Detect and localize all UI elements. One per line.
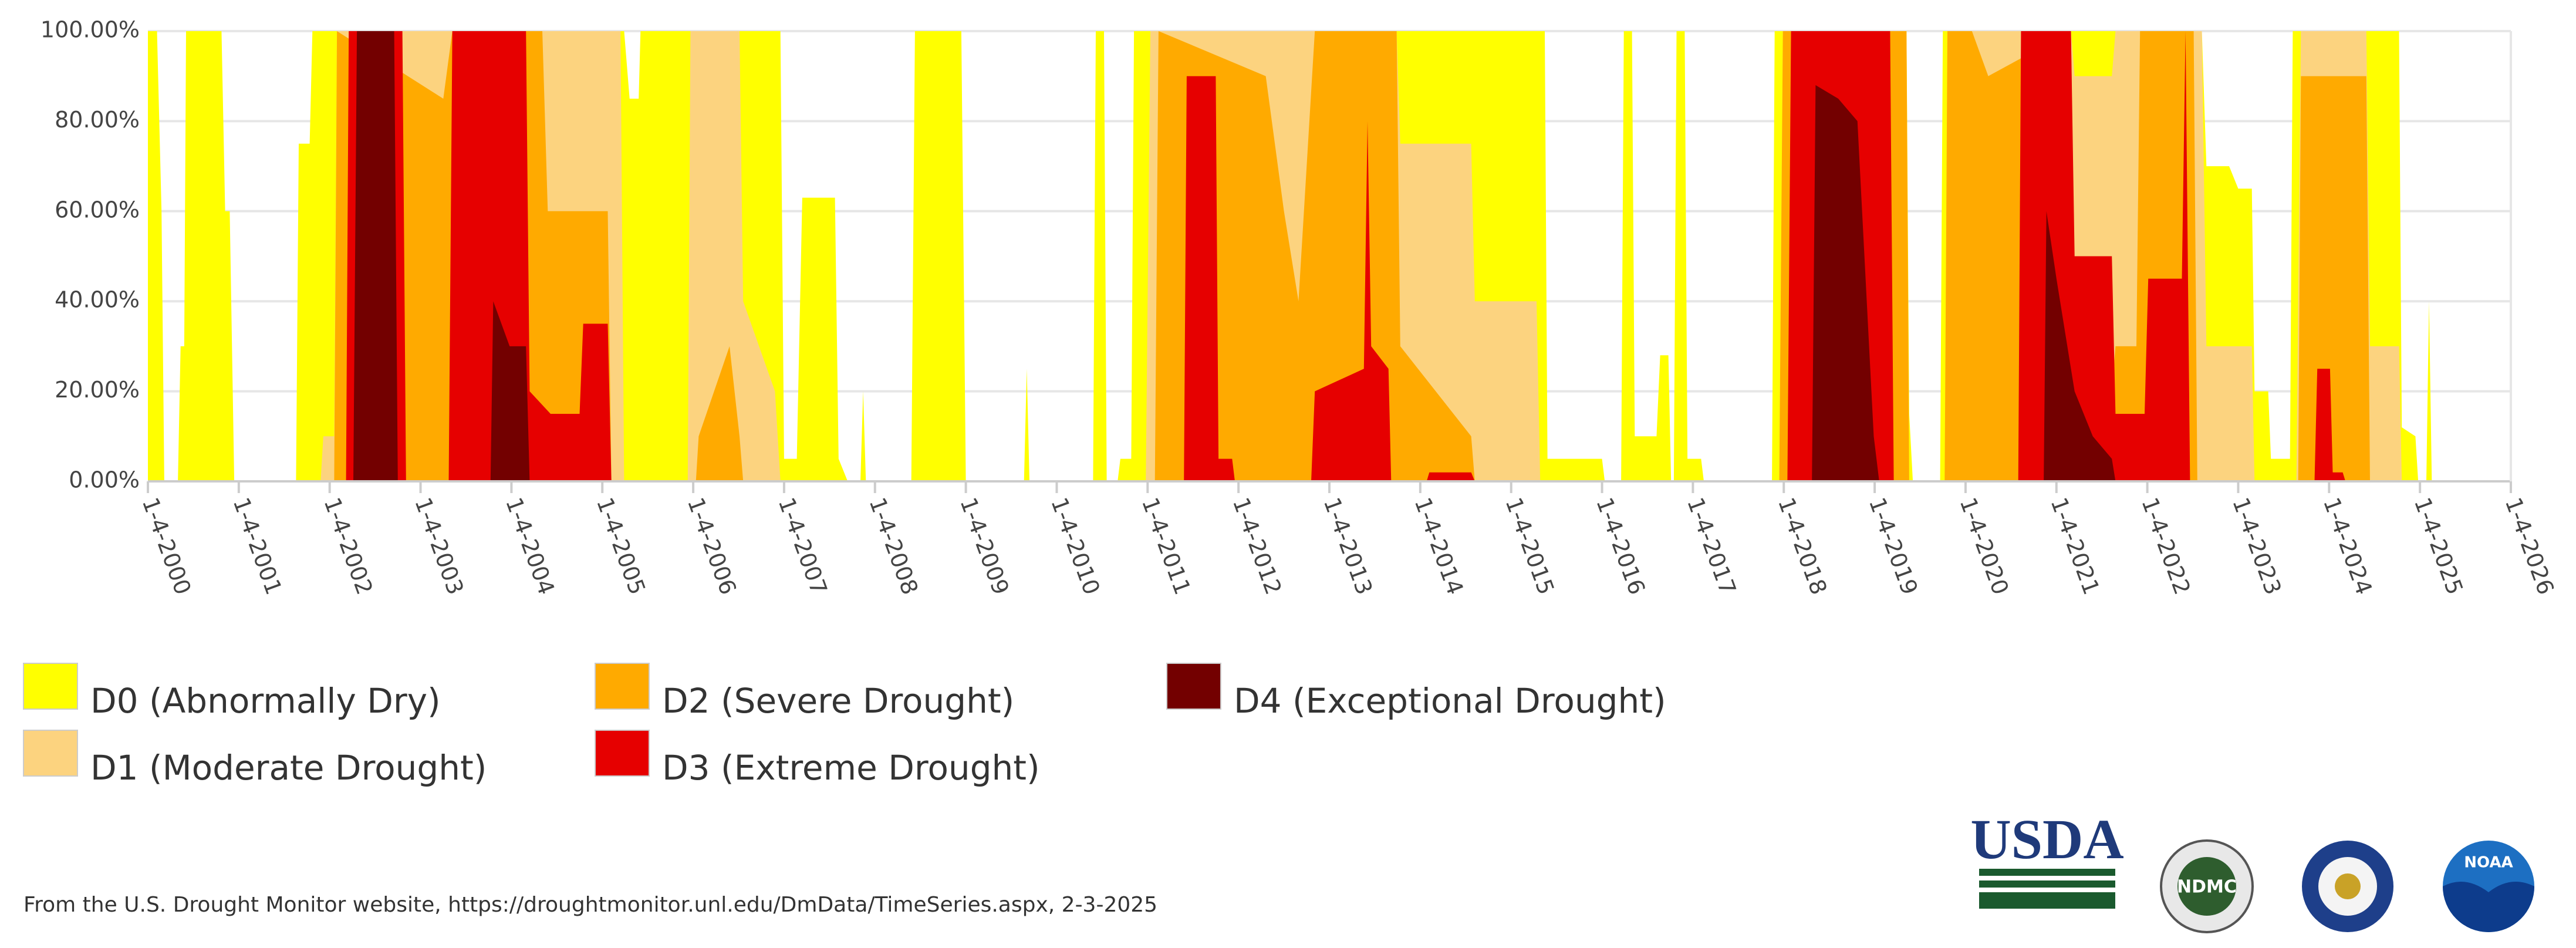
y-tick-label: 40.00% (55, 287, 140, 313)
x-tick-label: 1-4-2004 (501, 494, 559, 598)
usda-stripe (1979, 892, 2115, 909)
x-tick-label: 1-4-2020 (1955, 494, 2014, 598)
x-tick-label: 1-4-2014 (1410, 494, 1468, 598)
x-tick-label: 1-4-2010 (1046, 494, 1105, 598)
x-tick-label: 1-4-2000 (137, 494, 196, 598)
x-tick-label: 1-4-2008 (864, 494, 923, 598)
x-tick-label: 1-4-2025 (2409, 494, 2468, 598)
x-tick-label: 1-4-2016 (1591, 494, 1650, 598)
x-tick-label: 1-4-2011 (1137, 494, 1196, 598)
x-tick-label: 1-4-2012 (1228, 494, 1287, 598)
x-tick-label: 1-4-2021 (2045, 494, 2104, 598)
legend-swatch (595, 730, 650, 777)
x-tick-label: 1-4-2013 (1319, 494, 1378, 598)
ndmc-logo: NDMC (2177, 877, 2237, 898)
legend-swatch (23, 663, 78, 710)
x-tick-label: 1-4-2007 (774, 494, 832, 598)
legend-swatch (23, 730, 78, 777)
x-tick-label: 1-4-2003 (410, 494, 468, 598)
y-tick-label: 100.00% (40, 17, 140, 43)
x-tick-label: 1-4-2019 (1864, 494, 1923, 598)
legend-label: D1 (Moderate Drought) (90, 748, 487, 788)
x-tick-label: 1-4-2009 (955, 494, 1014, 598)
ndmc-center (2177, 857, 2236, 916)
legend-label: D0 (Abnormally Dry) (90, 681, 441, 721)
x-tick-label: 1-4-2005 (592, 494, 650, 598)
x-tick-label: 1-4-2001 (228, 494, 287, 598)
usda-stripe (1979, 869, 2115, 876)
legend-label: D4 (Exceptional Drought) (1234, 681, 1666, 721)
y-tick-label: 60.00% (55, 197, 140, 222)
noaa-wave (2443, 882, 2534, 932)
x-tick-label: 1-4-2017 (1682, 494, 1741, 598)
legend-label: D3 (Extreme Drought) (662, 748, 1040, 788)
x-tick-label: 1-4-2002 (319, 494, 377, 598)
logos: USDA NDMC NOAA (1970, 808, 2534, 933)
y-tick-label: 80.00% (55, 107, 140, 133)
x-tick-label: 1-4-2015 (1500, 494, 1559, 598)
x-tick-label: 1-4-2022 (2136, 494, 2195, 598)
plot-area (148, 30, 2511, 483)
x-tick-label: 1-4-2006 (683, 494, 741, 598)
x-tick-label: 1-4-2026 (2500, 494, 2559, 598)
legend-label: D2 (Severe Drought) (662, 681, 1014, 721)
legend-swatch (1166, 663, 1221, 710)
source: From the U.S. Drought Monitor website, h… (23, 893, 1157, 917)
doc-eagle (2335, 873, 2361, 899)
usda-stripe (1979, 880, 2115, 888)
x-tick-label: 1-4-2018 (1773, 494, 1832, 598)
legend-swatch (595, 663, 650, 710)
x-tick-label: 1-4-2024 (2318, 494, 2377, 598)
y-tick-label: 20.00% (55, 377, 140, 403)
y-tick-label: 0.00% (69, 467, 140, 493)
usda-logo: USDA (1970, 808, 2123, 871)
x-tick-label: 1-4-2023 (2227, 494, 2286, 598)
noaa-text: NOAA (2464, 854, 2513, 872)
